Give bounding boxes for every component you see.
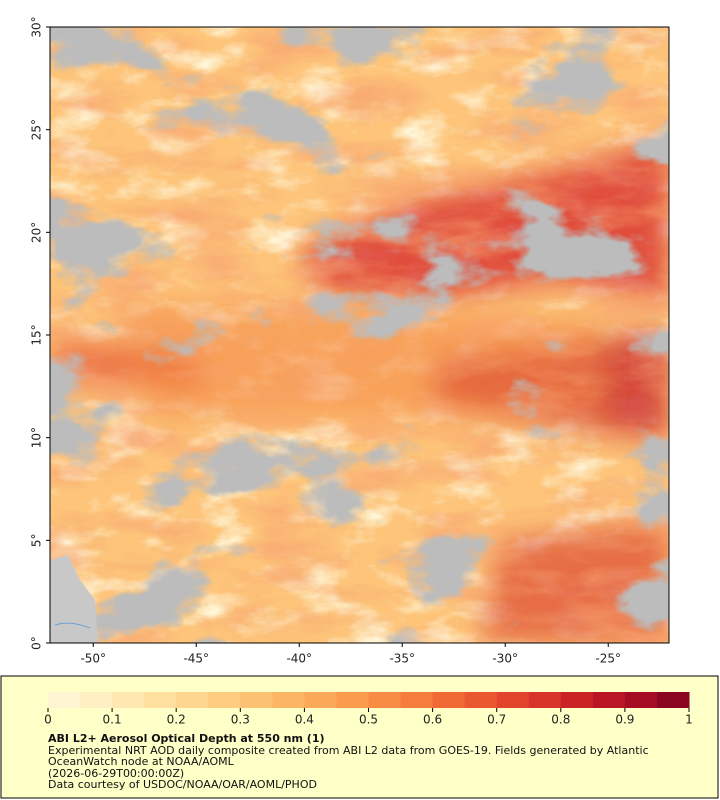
colorbar-tick-label: 0.4 <box>295 713 314 727</box>
caption-line: (2026-06-29T00:00:00Z) <box>48 766 185 780</box>
y-tick-label: 5° <box>30 534 44 548</box>
colorbar-step <box>304 692 337 708</box>
colorbar-step <box>208 692 241 708</box>
y-tick-label: 20° <box>30 222 44 243</box>
colorbar-step <box>240 692 273 708</box>
colorbar-step <box>144 692 177 708</box>
colorbar-step <box>80 692 113 708</box>
x-tick-label: -45° <box>183 652 209 666</box>
colorbar-tick-label: 0.1 <box>103 713 122 727</box>
colorbar-step <box>368 692 402 708</box>
caption-line: Experimental NRT AOD daily composite cre… <box>48 743 649 768</box>
x-tick-label: -25° <box>595 652 621 666</box>
colorbar-step <box>656 692 690 708</box>
colorbar-tick-label: 0.8 <box>551 713 570 727</box>
x-tick-label: -40° <box>286 652 312 666</box>
colorbar-step <box>272 692 305 708</box>
colorbar-step <box>592 692 626 708</box>
colorbar-tick-label: 0.9 <box>615 713 634 727</box>
colorbar-tick-label: 0.6 <box>423 713 442 727</box>
colorbar-tick-label: 1 <box>685 713 693 727</box>
colorbar-step <box>112 692 145 708</box>
caption-line: Data courtesy of USDOC/NOAA/OAR/AOML/PHO… <box>48 778 317 791</box>
river <box>54 622 91 629</box>
cloud-mask <box>50 27 669 643</box>
x-tick-label: -50° <box>80 652 106 666</box>
x-tick-label: -35° <box>389 652 415 666</box>
colorbar-step <box>48 692 81 708</box>
y-tick-label: 15° <box>30 324 44 345</box>
caption-title: ABI L2+ Aerosol Optical Depth at 550 nm … <box>48 732 325 745</box>
y-tick-label: 10° <box>30 427 44 448</box>
colorbar-step <box>496 692 530 708</box>
colorbar-step <box>432 692 466 708</box>
colorbar-tick-label: 0 <box>44 713 52 727</box>
colorbar-step <box>176 692 209 708</box>
colorbar-tick-label: 0.3 <box>231 713 250 727</box>
y-tick-label: 25° <box>30 119 44 140</box>
aod-map <box>50 27 669 643</box>
caption: ABI L2+ Aerosol Optical Depth at 550 nm … <box>48 733 688 791</box>
land <box>50 555 98 643</box>
colorbar-step <box>464 692 498 708</box>
colorbar-tick-label: 0.7 <box>487 713 506 727</box>
colorbar-tick-label: 0.5 <box>359 713 378 727</box>
x-tick-label: -30° <box>492 652 518 666</box>
colorbar-step <box>528 692 562 708</box>
colorbar-step <box>336 692 369 708</box>
y-tick-label: 30° <box>30 16 44 37</box>
colorbar-step <box>624 692 658 708</box>
y-tick-label: 0° <box>30 636 44 650</box>
colorbar-step <box>560 692 594 708</box>
colorbar-step <box>400 692 434 708</box>
colorbar-tick-label: 0.2 <box>167 713 186 727</box>
